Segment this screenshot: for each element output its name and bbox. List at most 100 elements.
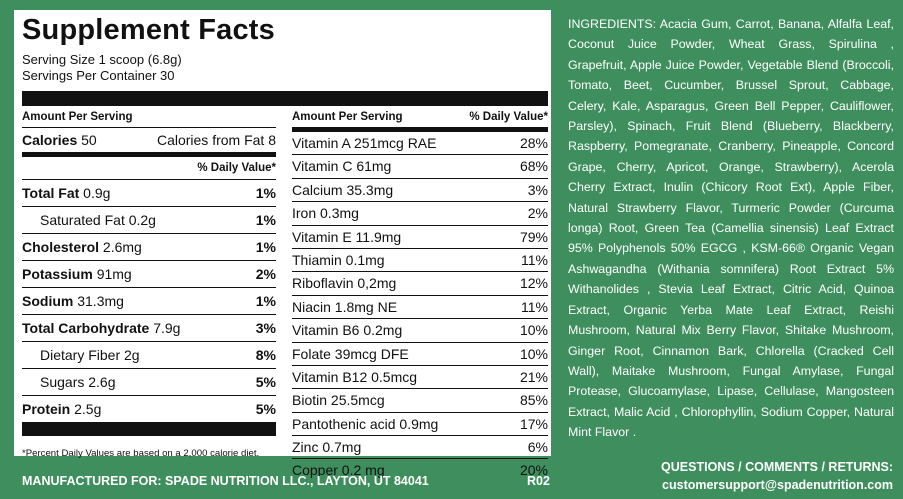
daily-value-header-right: % Daily Value* [469,111,548,123]
macro-label-amount: Sugars 2.6g [40,374,116,390]
calories-value: 50 [81,132,97,148]
macro-label-bold: Total Carbohydrate [22,320,150,336]
vitamin-label: Vitamin A 251mcg RAE [292,135,437,151]
vitamin-row: Vitamin B12 0.5mcg 21% [292,364,548,388]
manufacturer-text: MANUFACTURED FOR: SPADE NUTRITION LLC., … [22,474,429,488]
revision-code: R02 [527,474,550,488]
macro-rows: Total Fat 0.9g 1% Saturated Fat 0.2g 1% Chol… [22,179,276,422]
calories-from-fat: Calories from Fat 8 [156,132,276,148]
vitamin-daily-value: 68% [519,158,548,175]
macro-label: Sodium 31.3mg [22,293,124,309]
macro-daily-value: 1% [255,293,276,309]
vitamin-daily-value: 10% [519,322,548,339]
vitamin-row: Vitamin C 61mg 68% [292,154,548,177]
macro-label-amount: Dietary Fiber 2g [40,347,140,363]
panel-title: Supplement Facts [22,14,275,46]
macro-label: Potassium 91mg [22,266,132,282]
amount-header-left: Amount Per Serving [22,111,133,123]
vitamin-row: Biotin 25.5mcg 85% [292,388,548,411]
vitamin-daily-value: 11% [521,298,548,315]
vitamin-row: Pantothenic acid 0.9mg 17% [292,411,548,435]
vitamin-label: Niacin 1.8mg NE [292,298,398,315]
macro-label: Total Carbohydrate 7.9g [22,320,180,336]
left-bottom-divider [22,422,276,436]
vitamin-row: Iron 0.3mg 2% [292,201,548,224]
vitamin-label: Biotin 25.5mcg [292,392,385,409]
macro-label-amount: Saturated Fat 0.2g [40,212,156,228]
footnote: *Percent Daily Values are based on a 2,0… [22,448,260,459]
supplement-facts-panel: Supplement Facts Serving Size 1 scoop (6… [14,10,551,478]
vitamin-daily-value: 79% [519,228,548,245]
daily-value-header-left: % Daily Value* [22,152,276,179]
amount-header-right-label: Amount Per Serving [292,111,403,123]
serving-size: Serving Size 1 scoop (6.8g) [22,52,182,67]
macro-label: Protein 2.5g [22,401,101,417]
macro-daily-value: 1% [255,239,276,255]
macro-daily-value: 3% [255,320,276,336]
vitamin-label: Vitamin C 61mg [292,158,392,175]
vitamin-daily-value: 10% [519,345,548,362]
vitamin-row: Vitamin E 11.9mg 79% [292,224,548,248]
macro-row: Dietary Fiber 2g 8% [22,341,276,368]
macro-row: Total Fat 0.9g 1% [22,179,276,206]
vitamin-row: Folate 39mcg DFE 10% [292,341,548,365]
macro-row: Sodium 31.3mg 1% [22,287,276,314]
macro-row: Potassium 91mg 2% [22,260,276,287]
vitamin-daily-value: 28% [519,135,548,151]
vitamin-daily-value: 6% [527,439,548,456]
vitamin-label: Vitamin B6 0.2mg [292,322,403,339]
vitamin-row: Copper 0.2 mg 20% [292,458,548,481]
macro-label: Sugars 2.6g [22,374,116,390]
macro-label: Total Fat 0.9g [22,185,110,201]
calories-label: Calories [22,132,78,148]
macro-label-bold: Total Fat [22,185,80,201]
vitamin-daily-value: 17% [519,415,548,432]
contact-block: QUESTIONS / COMMENTS / RETURNS: customer… [661,458,893,494]
macro-daily-value: 2% [255,266,276,282]
macro-row: Cholesterol 2.6mg 1% [22,233,276,260]
vitamin-row: Niacin 1.8mg NE 11% [292,294,548,318]
ingredients-text: INGREDIENTS: Acacia Gum, Carrot, Banana,… [568,17,894,440]
vitamin-label: Copper 0.2 mg [292,462,385,479]
macro-daily-value: 1% [255,185,276,201]
vitamin-label: Thiamin 0.1mg [292,251,385,268]
macro-label-amount: 2.6mg [99,239,142,255]
vitamin-label: Riboflavin 0,2mg [292,275,397,292]
vitamin-row: Thiamin 0.1mg 11% [292,247,548,271]
macro-row: Protein 2.5g 5% [22,395,276,422]
macro-label: Saturated Fat 0.2g [22,212,156,228]
macro-row: Sugars 2.6g 5% [22,368,276,395]
macro-label-amount: 91mg [92,266,132,282]
vitamin-label: Iron 0.3mg [292,205,359,222]
vitamin-daily-value: 20% [519,462,548,479]
macro-daily-value: 5% [255,374,276,390]
vitamin-label: Vitamin E 11.9mg [292,228,402,245]
macro-column: Amount Per Serving Calories 50 Calories … [22,108,276,459]
top-divider [22,91,548,106]
macro-label-amount: 2.5g [70,401,102,417]
macro-label: Cholesterol 2.6mg [22,239,142,255]
vitamin-row: Vitamin A 251mcg RAE 28% [292,127,548,154]
macro-label-bold: Cholesterol [22,239,100,255]
vitamin-label: Folate 39mcg DFE [292,345,409,362]
macro-label-amount: 7.9g [149,320,181,336]
macro-daily-value: 8% [255,347,276,363]
vitamin-row: Vitamin B6 0.2mg 10% [292,318,548,341]
questions-text: QUESTIONS / COMMENTS / RETURNS: [661,460,893,474]
vitamin-row: Calcium 35.3mg 3% [292,177,548,201]
vitamin-row: Zinc 0.7mg 6% [292,435,548,458]
calories-row: Calories 50 Calories from Fat 8 [22,127,276,152]
vitamin-daily-value: 12% [519,275,548,292]
vitamin-column: Amount Per Serving % Daily Value* Vitami… [292,108,548,482]
vitamin-row: Riboflavin 0,2mg 12% [292,271,548,294]
macro-daily-value: 1% [255,212,276,228]
vitamin-daily-value: 3% [527,181,548,198]
macro-row: Saturated Fat 0.2g 1% [22,206,276,233]
vitamin-rows: Vitamin A 251mcg RAE 28% Vitamin C 61mg 68%… [292,127,548,482]
macro-label-amount: 31.3mg [73,293,124,309]
macro-label-bold: Sodium [22,293,74,309]
vitamin-daily-value: 2% [527,205,548,222]
macro-label-bold: Protein [22,401,71,417]
vitamin-daily-value: 21% [519,368,548,385]
vitamin-label: Calcium 35.3mg [292,181,394,198]
